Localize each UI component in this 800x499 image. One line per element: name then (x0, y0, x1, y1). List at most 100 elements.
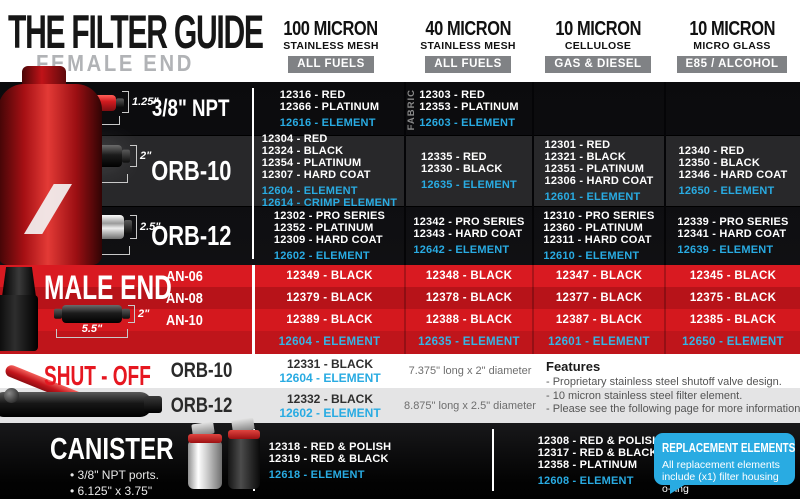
column-separator (252, 265, 255, 354)
shutoff-valve-photo (0, 354, 170, 423)
element-number: 12635 - ELEMENT (421, 179, 517, 191)
part-number: 12342 - PRO SERIES (413, 215, 525, 228)
an-fitting-photo (0, 267, 40, 351)
cell-canister-10micron-cellulose: 12308 - RED & POLISH 12317 - RED & BLACK 1… (533, 423, 665, 499)
cell-canister-100micron: 12318 - RED & POLISH 12319 - RED & BLACK … (255, 423, 405, 499)
fuel-badge: GAS & DIESEL (545, 56, 651, 73)
cell-orb12-100micron: 12302 - PRO SERIES 12352 - PLATINUM 12309 … (255, 206, 404, 265)
canister-title: CANISTER (50, 431, 174, 466)
replacement-elements-callout: REPLACEMENT ELEMENTS All replacement ele… (654, 433, 796, 495)
part-number: 12330 - BLACK (421, 163, 503, 175)
fuel-badge: E85 / ALCOHOL (676, 56, 788, 73)
shutoff-section: SHUT - OFF ORB-10 ORB-12 12331 - BLACK 1… (0, 354, 800, 423)
part-number: 12352 - PLATINUM (273, 221, 374, 234)
row-stripe (0, 265, 800, 287)
part-number: 12304 - RED (261, 133, 328, 145)
cell-orb10-10micron-cellulose: 12301 - RED 12321 - BLACK 12351 - PLATINUM… (534, 136, 664, 206)
element-number: 12602 - ELEMENT (273, 249, 370, 262)
dimension-label: 5.5" (81, 323, 103, 335)
part-number: 12343 - HARD COAT (413, 227, 523, 240)
dimension-label: 2.5" (140, 221, 161, 233)
cell-an10-40micron: 12388 - BLACK (425, 314, 513, 326)
cell-an06-10micron-microglass: 12345 - BLACK (689, 270, 777, 282)
row-stripe (0, 136, 800, 206)
fitting-hex (2, 267, 36, 297)
dimension-label: 1.25" (132, 96, 159, 108)
feature-item: - Please see the following page for more… (546, 403, 800, 415)
cell-shutoff-orb12: 12332 - BLACK 12602 - ELEMENT (255, 388, 405, 423)
row-stripe (0, 309, 800, 331)
canister-black-photo (228, 417, 260, 489)
cell-orb12-10micron-microglass: 12339 - PRO SERIES 12341 - HARD COAT 1263… (666, 206, 800, 265)
part-number: 12341 - HARD COAT (677, 227, 787, 240)
element-number: 12639 - ELEMENT (677, 243, 774, 256)
element-number: 12601 - ELEMENT (544, 191, 641, 203)
column-media-label: STAINLESS MESH (420, 40, 516, 52)
column-micron-label: 10 MICRON (689, 18, 775, 40)
part-number: 12340 - RED (678, 145, 745, 157)
part-number: 12335 - RED (421, 151, 487, 163)
shutoff-title: SHUT - OFF (44, 360, 151, 391)
element-number: 12610 - ELEMENT (543, 249, 640, 262)
column-header-40-micron: 40 MICRON STAINLESS MESH ALL FUELS (404, 18, 532, 73)
column-micron-label: 40 MICRON (425, 18, 511, 40)
part-number: 12324 - BLACK (261, 145, 344, 157)
male-end-section: MALE END AN-06 AN-08 AN-10 2" 5.5" 12349… (0, 265, 800, 354)
cell-orb10-10micron-microglass: 12340 - RED 12350 - BLACK 12346 - HARD COA… (666, 136, 800, 206)
row-label-orb10: ORB-10 (150, 155, 232, 186)
part-number: 12366 - PLATINUM (279, 101, 380, 113)
part-number: 12332 - BLACK (286, 391, 374, 406)
row-stripe (0, 287, 800, 309)
element-number: 12642 - ELEMENT (413, 243, 510, 256)
part-number: 12310 - PRO SERIES (543, 209, 655, 222)
dimension-label: 2" (140, 150, 152, 162)
part-number: 12303 - RED (419, 89, 485, 101)
callout-title: REPLACEMENT ELEMENTS (662, 441, 796, 455)
cell-male-element-40micron: 12635 - ELEMENT (418, 336, 520, 348)
column-header-10-micron-cellulose: 10 MICRON CELLULOSE GAS & DIESEL (532, 18, 664, 73)
column-separator (532, 82, 534, 265)
part-number: 12306 - HARD COAT (544, 175, 654, 187)
cell-orb12-40micron: 12342 - PRO SERIES 12343 - HARD COAT 1264… (406, 206, 532, 265)
cell-orb10-40micron: 12335 - RED 12330 - BLACK 12635 - ELEMENT (406, 136, 532, 206)
column-media-label: STAINLESS MESH (283, 40, 379, 52)
valve-body (0, 392, 152, 417)
spec-bullet: • 3/8" NPT ports. (70, 468, 159, 482)
dimension-label: 2" (138, 308, 150, 320)
cell-an10-10micron-cellulose: 12387 - BLACK (555, 314, 643, 326)
element-number: 12604 - ELEMENT (261, 185, 358, 197)
cell-an06-10micron-cellulose: 12347 - BLACK (555, 270, 643, 282)
cell-npt-40micron: 12303 - RED 12353 - PLATINUM 12603 - ELEM… (406, 82, 532, 136)
row-label-shutoff-orb12: ORB-12 (171, 393, 233, 417)
female-end-section: 1.25" 3.5" 3/8" NPT FABRIC 12316 - RED12… (0, 82, 800, 265)
feature-item: - 10 micron stainless steel filter eleme… (546, 389, 743, 402)
cell-male-element-10micron-microglass: 12650 - ELEMENT (682, 336, 784, 348)
element-number: 12614 - CRIMP ELEMENT (261, 197, 398, 209)
column-separator (404, 265, 406, 354)
row-label-orb12: ORB-12 (150, 219, 232, 251)
element-number: 12618 - ELEMENT (268, 469, 365, 481)
element-number: 12602 - ELEMENT (279, 405, 381, 420)
column-micron-label: 100 MICRON (283, 18, 379, 40)
cell-an06-100micron: 12349 - BLACK (286, 270, 373, 282)
row-label-shutoff-orb10: ORB-10 (171, 359, 233, 382)
part-number: 12307 - HARD COAT (261, 169, 371, 181)
cell-shutoff-orb10: 12331 - BLACK 12604 - ELEMENT (255, 354, 405, 388)
cell-orb10-100micron: 12304 - RED 12324 - BLACK 12354 - PLATINUM… (255, 133, 404, 209)
cell-an10-100micron: 12389 - BLACK (286, 314, 373, 326)
part-number: 12351 - PLATINUM (544, 163, 645, 175)
dimension-note: 7.375" long x 2" diameter (408, 365, 532, 377)
part-number: 12358 - PLATINUM (537, 459, 638, 471)
cell-an08-10micron-cellulose: 12377 - BLACK (555, 292, 643, 304)
fuel-badge: ALL FUELS (288, 56, 374, 73)
column-header-10-micron-microglass: 10 MICRON MICRO GLASS E85 / ALCOHOL (664, 18, 800, 73)
part-number: 12354 - PLATINUM (261, 157, 362, 169)
red-filter-photo (0, 64, 118, 265)
part-number: 12331 - BLACK (286, 357, 374, 371)
column-separator (404, 82, 406, 265)
element-number: 12616 - ELEMENT (279, 117, 376, 129)
canister-cap (188, 434, 222, 443)
canister-section: CANISTER • 3/8" NPT ports. • 6.125" x 3.7… (0, 417, 800, 499)
element-number: 12650 - ELEMENT (678, 185, 775, 197)
part-number: 12319 - RED & BLACK (268, 453, 389, 465)
